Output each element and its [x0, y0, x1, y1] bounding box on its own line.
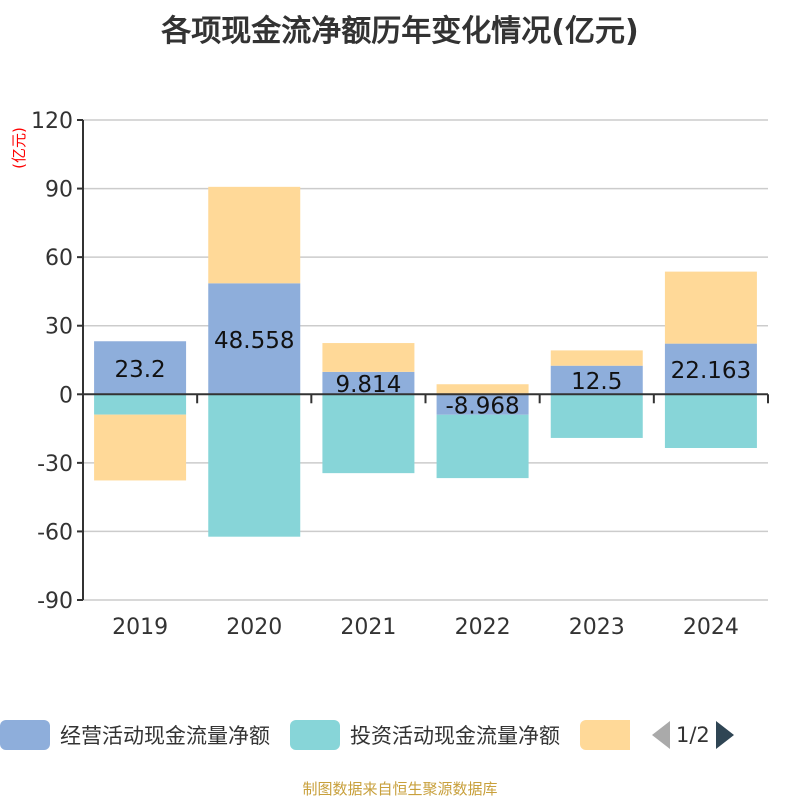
next-page-icon[interactable]	[715, 721, 734, 749]
y-tick-label: 30	[45, 315, 73, 340]
bar-segment	[664, 343, 757, 395]
bar-chart: -90 -60 -30 0 30 60 90 120(亿元) 23.2 2019 48.558 202…	[10, 109, 769, 640]
y-tick-label: -90	[37, 589, 73, 614]
y-axis-label: (亿元)	[10, 127, 28, 169]
bar-segment	[208, 186, 301, 284]
bar-segment	[322, 371, 415, 395]
page-indicator: 1/2	[676, 723, 710, 747]
x-tick-label: 2020	[226, 615, 282, 640]
bar-segment	[94, 394, 187, 415]
data-label: 22.163	[671, 358, 751, 384]
footer-source: 制图数据来自恒生聚源数据库	[302, 780, 498, 798]
legend-pager: 1/2	[652, 721, 734, 749]
bar-segment	[436, 414, 529, 479]
y-tick-label: -60	[37, 520, 73, 545]
bar-segment	[664, 394, 757, 448]
x-tick-label: 2021	[340, 615, 396, 640]
legend-item-third[interactable]	[580, 720, 630, 750]
bar-segment	[94, 341, 187, 395]
y-tick-label: 0	[59, 383, 73, 408]
legend-label: 投资活动现金流量净额	[350, 724, 560, 748]
bar-segment	[550, 365, 643, 395]
bar-segment	[436, 394, 529, 415]
bar-segment	[322, 343, 415, 372]
y-tick-label: -30	[37, 452, 73, 477]
data-label: 23.2	[114, 357, 165, 383]
bar-segment	[436, 384, 529, 395]
legend-label: 经营活动现金流量净额	[60, 724, 270, 748]
legend-item-investing[interactable]: 投资活动现金流量净额	[290, 720, 560, 750]
y-tick-label: 120	[31, 109, 73, 134]
y-tick-label: 90	[45, 178, 73, 203]
chart-title: 各项现金流净额历年变化情况(亿元)	[161, 14, 639, 49]
bar-segment	[550, 394, 643, 438]
legend-swatch	[0, 720, 50, 750]
data-label: 12.5	[571, 369, 622, 395]
legend-swatch	[290, 720, 340, 750]
bar-segment	[322, 394, 415, 474]
legend: 经营活动现金流量净额 投资活动现金流量净额 1/2	[0, 718, 734, 752]
bar-segment	[664, 271, 757, 344]
bar-segment	[550, 350, 643, 366]
x-tick-label: 2019	[112, 615, 168, 640]
bar-segment	[208, 283, 301, 395]
prev-page-icon[interactable]	[652, 721, 670, 749]
x-tick-label: 2022	[455, 615, 511, 640]
y-tick-label: 60	[45, 246, 73, 271]
legend-item-operating[interactable]: 经营活动现金流量净额	[0, 720, 270, 750]
bar-segment	[208, 394, 301, 537]
x-tick-label: 2023	[569, 615, 625, 640]
x-tick-label: 2024	[683, 615, 739, 640]
legend-swatch	[580, 720, 630, 750]
data-label: 48.558	[214, 328, 294, 354]
bar-segment	[94, 414, 187, 481]
